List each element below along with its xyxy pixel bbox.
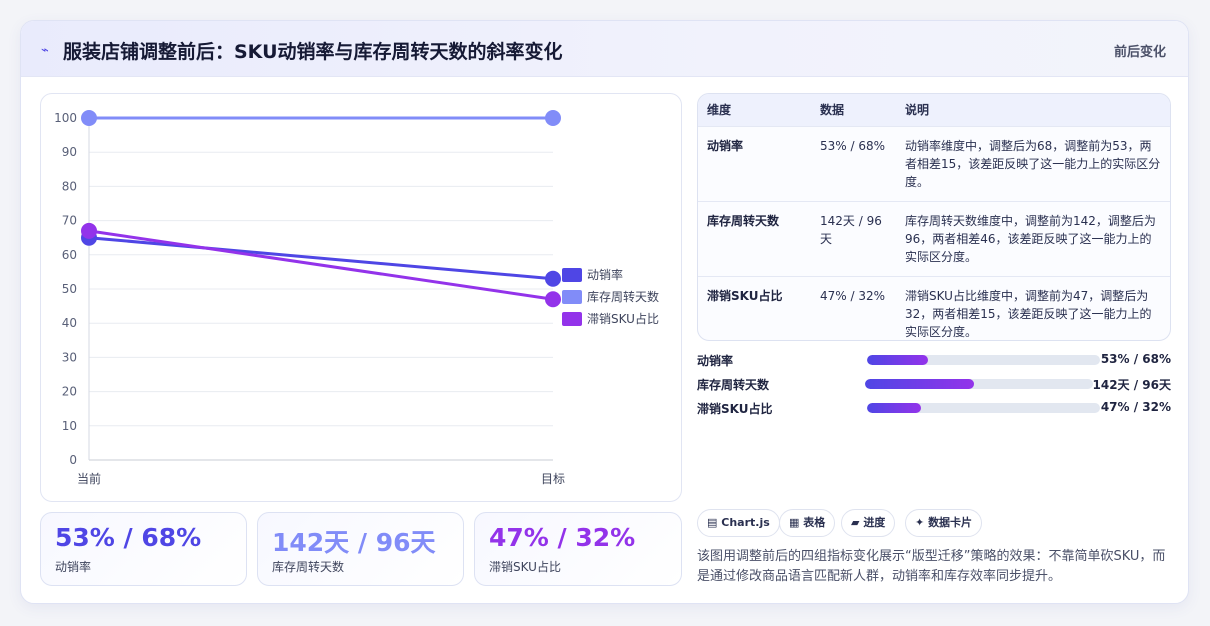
data-point	[545, 270, 561, 287]
progress-value: 53% / 68%	[1100, 352, 1171, 366]
tag-progress[interactable]: ▰ 进度	[841, 509, 896, 537]
y-tick-label: 80	[62, 179, 77, 193]
legend-swatch	[562, 268, 582, 282]
progress-icon: ▰	[851, 516, 860, 529]
x-tick-label: 目标	[541, 472, 565, 486]
x-tick-label: 当前	[77, 471, 101, 486]
data-point	[545, 291, 561, 308]
data-point	[545, 110, 561, 126]
progress-label: 库存周转天数	[697, 378, 770, 392]
chart-icon: ▤	[707, 516, 718, 529]
legend-label: 库存周转天数	[587, 289, 659, 304]
legend-label: 滞销SKU占比	[587, 311, 659, 326]
kpi-label: 滞销SKU占比	[489, 560, 561, 574]
progress-value: 142天 / 96天	[1092, 378, 1172, 392]
table-cell: 滞销SKU占比	[698, 275, 811, 340]
tag-label: 数据卡片	[928, 516, 973, 529]
data-point	[81, 222, 97, 239]
table-header: 维度	[707, 103, 732, 118]
progress-row: 滞销SKU占比 47% / 32%	[697, 399, 1171, 417]
table-header: 数据	[820, 103, 845, 118]
table-icon: ▦	[789, 516, 800, 529]
slope-chart: 0 10 20 30 40 50 60 70 80 90 100 当前 目标 动销率库存周转天数滞销SKU…	[54, 110, 659, 486]
header-bar: ⌁ 服装店铺调整前后：SKU动销率与库存周转天数的斜率变化 前后变化	[21, 21, 1188, 77]
table-header-row: 维度 数据 说明	[698, 94, 1170, 126]
card-icon: ✦	[915, 516, 925, 529]
description-text: 该图用调整前后的四组指标变化展示“版型迁移”策略的效果：不靠简单砍SKU，而是通…	[697, 549, 1166, 584]
kpi-card-2: 142天 / 96天 库存周转天数	[257, 512, 464, 586]
y-tick-label: 90	[62, 145, 77, 159]
progress-track	[865, 379, 1093, 389]
y-tick-label: 20	[62, 385, 77, 399]
kpi-label: 动销率	[55, 560, 92, 574]
series-line	[88, 229, 554, 301]
legend-label: 动销率	[587, 267, 623, 282]
tag-chartjs[interactable]: ▤ Chart.js	[697, 509, 780, 537]
progress-fill	[867, 403, 921, 413]
y-tick-label: 70	[62, 214, 77, 228]
table-row: 库存周转天数 142天 / 96天 库存周转天数维度中，调整前为142，调整后为…	[698, 200, 1170, 276]
y-tick-label: 10	[62, 419, 77, 433]
table-cell: 53% / 68%	[811, 125, 896, 201]
header-tag: 前后变化	[1113, 45, 1166, 60]
legend-swatch	[562, 312, 582, 326]
tag-table[interactable]: ▦ 表格	[779, 509, 836, 537]
progress-fill	[867, 355, 928, 365]
progress-value: 47% / 32%	[1100, 400, 1171, 414]
legend-swatch	[562, 290, 582, 304]
y-tick-label: 50	[62, 282, 77, 296]
main-card: ⌁ 服装店铺调整前后：SKU动销率与库存周转天数的斜率变化 前后变化 0 10 20…	[20, 20, 1189, 604]
table-cell: 142天 / 96天	[811, 200, 896, 276]
progress-label: 滞销SKU占比	[697, 402, 773, 416]
progress-row: 库存周转天数 142天 / 96天	[697, 375, 1171, 393]
metrics-table: 维度 数据 说明 动销率 53% / 68% 动销率维度中，调整后为68，调整前…	[697, 93, 1171, 341]
tag-label: Chart.js	[721, 516, 770, 529]
y-tick-label: 40	[62, 316, 77, 330]
kpi-value: 142天 / 96天	[272, 528, 436, 557]
tag-data-card[interactable]: ✦ 数据卡片	[905, 509, 983, 537]
page-title: 服装店铺调整前后：SKU动销率与库存周转天数的斜率变化	[63, 41, 563, 63]
table-cell: 库存周转天数维度中，调整前为142，调整后为96，两者相差46，该差距反映了这一…	[896, 200, 1170, 276]
kpi-value: 53% / 68%	[55, 523, 202, 552]
y-tick-label: 30	[62, 350, 77, 364]
kpi-card-3: 47% / 32% 滞销SKU占比	[474, 512, 682, 586]
y-tick-label: 100	[54, 111, 77, 125]
tag-label: 进度	[863, 516, 886, 529]
progress-label: 动销率	[697, 354, 734, 368]
table-cell: 库存周转天数	[698, 200, 811, 276]
table-row: 动销率 53% / 68% 动销率维度中，调整后为68，调整前为53，两者相差1…	[698, 125, 1170, 201]
y-tick-label: 0	[69, 453, 77, 467]
trend-icon: ⌁	[41, 43, 49, 58]
progress-track	[867, 403, 1100, 413]
table-row: 滞销SKU占比 47% / 32% 滞销SKU占比维度中，调整前为47，调整后为…	[698, 275, 1170, 340]
table-cell: 动销率	[698, 125, 811, 201]
table-cell: 47% / 32%	[811, 275, 896, 340]
progress-track	[867, 355, 1100, 365]
table-header: 说明	[905, 103, 930, 118]
progress-fill	[865, 379, 975, 389]
kpi-value: 47% / 32%	[489, 523, 636, 552]
data-point	[81, 110, 97, 126]
progress-row: 动销率 53% / 68%	[697, 351, 1171, 369]
table-cell: 动销率维度中，调整后为68，调整前为53，两者相差15，该差距反映了这一能力上的…	[896, 125, 1170, 201]
series-line	[88, 236, 554, 281]
table-cell: 滞销SKU占比维度中，调整前为47，调整后为32，两者相差15，该差距反映了这一…	[896, 275, 1170, 340]
kpi-label: 库存周转天数	[272, 560, 345, 574]
chart-panel: 0 10 20 30 40 50 60 70 80 90 100 当前 目标 动销率库存周转天数 滞销SKU…	[40, 93, 682, 502]
y-tick-label: 60	[62, 248, 77, 262]
tag-label: 表格	[803, 516, 826, 529]
kpi-card-1: 53% / 68% 动销率	[40, 512, 247, 586]
